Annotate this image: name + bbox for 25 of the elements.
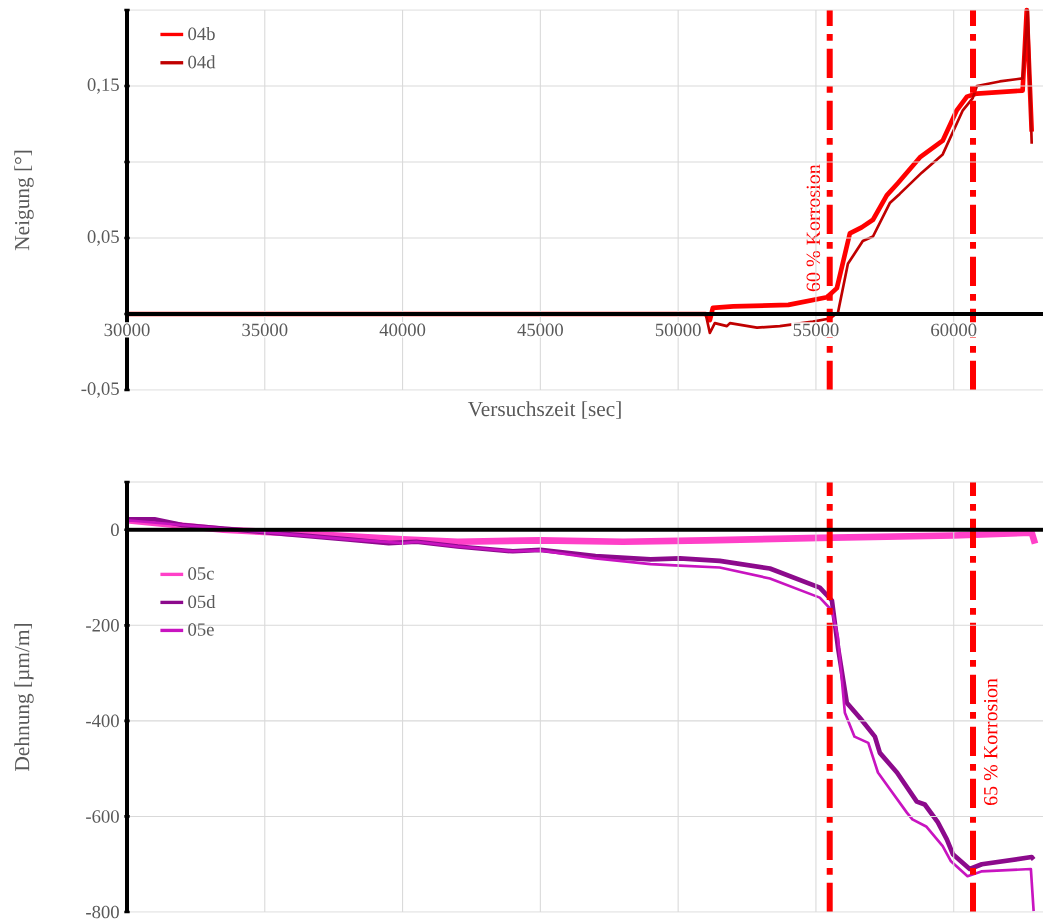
y-tick-label: -0,05 (81, 382, 119, 398)
y-tick-label: -600 (86, 810, 119, 823)
x-tick-label: 55000 (793, 323, 839, 337)
legend-label: 05e (188, 623, 214, 636)
legend-label: 05d (188, 594, 216, 609)
x-tick-label: 60000 (931, 323, 977, 337)
y-tick-label: 0 (111, 523, 119, 537)
y-tick-label: -400 (86, 714, 119, 728)
y-tick-label: -200 (86, 619, 119, 632)
legend-label: 04d (188, 55, 216, 69)
y-tick-label: -800 (86, 905, 119, 919)
legend-label: 04b (188, 26, 215, 41)
y-axis-title: Dehnung [µm/m] (14, 624, 34, 771)
x-tick-label: 35000 (242, 323, 288, 337)
legend-label: 05c (188, 567, 214, 580)
ref-line-label: 60 % Korrosion (806, 164, 821, 292)
ref-line-label: 65 % Korrosion (983, 678, 998, 806)
y-axis-title: Neigung [°] (14, 150, 34, 251)
x-tick-label: 50000 (655, 323, 701, 337)
y-tick-label: 0,15 (87, 78, 119, 94)
y-tick-label: 0,05 (87, 230, 119, 246)
x-tick-label: 30000 (104, 323, 150, 337)
x-axis-title: Versuchszeit [sec] (467, 401, 621, 419)
x-tick-label: 40000 (379, 323, 426, 337)
x-tick-label: 45000 (517, 323, 563, 337)
